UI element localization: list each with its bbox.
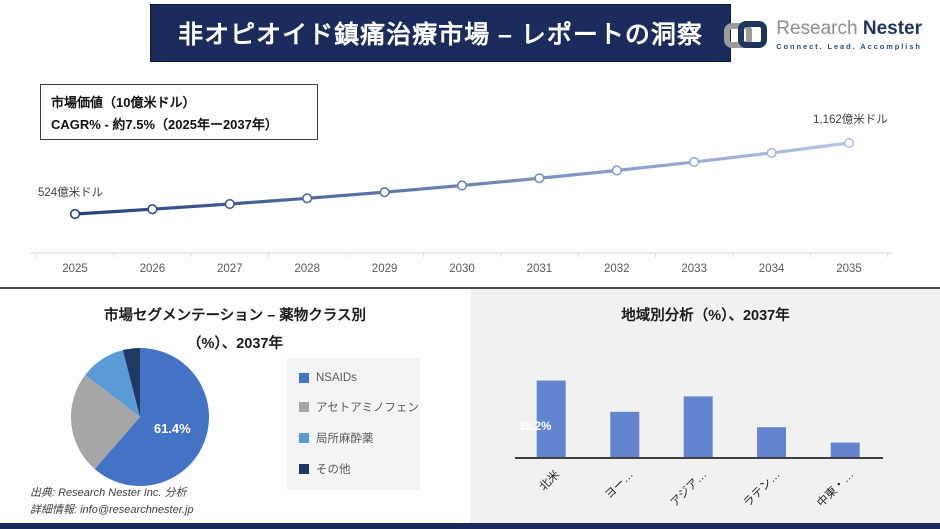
legend-item-その他: その他 [299,461,408,477]
legend-item-NSAIDs: NSAIDs [299,372,408,384]
pie-value-label: 61.4% [154,421,191,436]
year-tick-label: 2029 [372,263,398,275]
bar-ヨー… [610,411,640,458]
year-tick-label: 2031 [527,263,553,275]
year-tick-label: 2030 [449,263,475,275]
pie-chart-title: 市場セグメンテーション – 薬物クラス別 （%）、2037年 [0,302,470,359]
bar-ラテン… [757,427,786,458]
data-point-2029 [379,187,390,198]
year-tick-label: 2033 [681,263,707,275]
legend-item-アセトアミノフェン: アセトアミノフェン [299,399,419,415]
data-point-2026 [147,204,158,215]
section-divider [0,287,940,289]
bar-category-label: 北米 [537,468,563,494]
line-series [74,141,850,216]
regional-bar-chart: 35.2% 北米 ヨー… アジア… ラテン… 中東・… [515,380,883,510]
data-point-2034 [766,147,777,159]
title-banner: 非オピオイド鎮痛治療市場 – レポートの洞察 [150,4,731,62]
bar-アジア… [683,396,713,458]
data-point-2033 [689,156,700,168]
source-note: 出典: Research Nester Inc. 分析 詳細情報: info@r… [30,485,194,518]
market-value-line-chart: 2025 2026 2027 2028 2029 2030 2031 2032 2033 2034… [30,113,893,275]
start-value-label: 524億米ドル [38,186,103,199]
data-point-2027 [224,198,235,210]
pie-slice-アセトアミノフェン [71,375,140,470]
segmentation-panel: 市場セグメンテーション – 薬物クラス別 （%）、2037年 61.4% NSA… [0,289,470,523]
market-value-label: 市場価値（10億米ドル） [51,94,196,110]
legend-swatch-icon [299,463,309,474]
data-point-2031 [534,173,545,184]
pie-slice-NSAIDs [94,348,210,486]
logo-text: Research Nester Connect. Lead. Accomplis… [776,19,922,52]
year-tick-label: 2026 [140,263,166,275]
brand-name: Research Nester [776,19,922,39]
legend-label: アセトアミノフェン [316,401,420,414]
bar-category-label: ラテン… [742,469,783,510]
pie-title-line1: 市場セグメンテーション – 薬物クラス別 [103,308,367,324]
brand-name-gray: Research [776,18,858,39]
year-tick-label: 2032 [604,263,630,275]
pie-slice-局所麻酔薬 [85,350,140,417]
logo-tagline: Connect. Lead. Accomplish [776,42,922,51]
year-tick-label: 2035 [836,263,862,275]
bar-北米 [536,380,566,458]
bar-category-label: アジア… [669,469,710,510]
data-point-2030 [456,180,468,191]
bar-chart-title: 地域別分析（%）、2037年 [471,302,940,330]
data-point-2028 [302,193,313,204]
drug-class-pie-chart: 61.4% [71,348,210,486]
bar-category-label: ヨー… [603,469,636,502]
market-value-cagr-box: 市場価値（10億米ドル） CAGR% - 約7.5%（2025年ー2037年） [40,84,318,140]
bar-中東・… [830,442,860,458]
page-title: 非オピオイド鎮痛治療市場 – レポートの洞察 [178,21,703,49]
bar-title-line: 地域別分析（%）、2037年 [621,308,790,324]
legend-label: NSAIDs [316,371,357,384]
legend-swatch-icon [299,432,309,443]
legend-swatch-icon [299,401,309,412]
pie-title-line2: （%）、2037年 [187,336,283,353]
bar-value-label: 35.2% [519,421,552,433]
legend-swatch-icon [299,372,309,383]
brand-name-navy: Nester [862,18,922,39]
research-nester-logo: Research Nester Connect. Lead. Accomplis… [722,16,922,54]
cagr-label: CAGR% - 約7.5%（2025年ー2037年） [51,116,278,132]
year-tick-label: 2034 [759,263,785,275]
legend-label: 局所麻酔薬 [316,432,374,445]
bar-category-label: 中東・… [815,468,857,510]
data-point-2025 [69,208,81,220]
year-tick-label: 2027 [217,263,243,275]
chain-link-icon [724,21,768,48]
bottom-accent-bar [0,523,940,529]
pie-legend: NSAIDs アセトアミノフェン 局所麻酔薬その他 [287,358,420,490]
regional-analysis-panel: 地域別分析（%）、2037年 35.2% 北米 ヨー… アジア… ラテン… 中東・… [471,289,940,523]
legend-item-局所麻酔薬: 局所麻酔薬 [299,430,408,446]
year-tick-label: 2025 [62,263,88,275]
data-point-2035 [843,137,855,149]
legend-label: その他 [316,463,351,476]
data-point-2032 [611,165,622,176]
pie-slice-その他 [122,348,140,417]
contact-line: 詳細情報: info@researchnester.jp [30,503,194,516]
year-tick-label: 2028 [294,263,320,275]
source-line: 出典: Research Nester Inc. 分析 [30,487,187,499]
end-value-label: 1,162億米ドル [813,113,888,126]
